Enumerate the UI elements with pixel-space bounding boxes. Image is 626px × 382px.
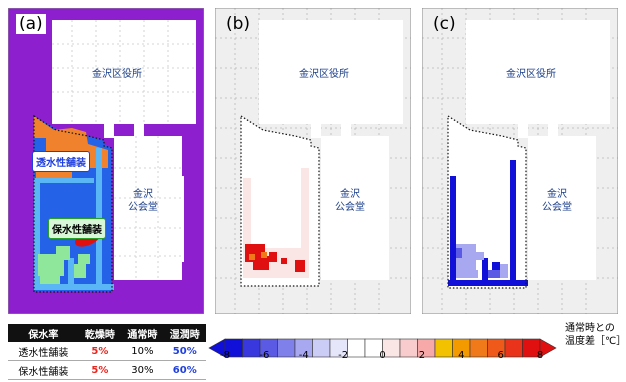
colorbar-title-line: 通常時との	[565, 323, 615, 334]
colorbar-swatch	[469, 338, 488, 358]
temperature-colorbar	[208, 338, 557, 358]
building-label-kanazawa-ward-office: 金沢区役所	[299, 69, 349, 80]
table-cell: 60%	[163, 360, 206, 380]
colorbar-title-line: 温度差［℃］	[565, 336, 626, 347]
colorbar-swatch	[277, 338, 296, 358]
table-header-row: 保水率 乾燥時 通常時 湿潤時	[8, 324, 206, 342]
colorbar-swatch	[312, 338, 331, 358]
retention-rate-table: 保水率 乾燥時 通常時 湿潤時 透水性舗装 5% 10% 50% 保水性舗装 5…	[8, 324, 206, 380]
panel-b-map	[215, 8, 411, 314]
colorbar-tick-label: -8	[220, 350, 230, 361]
panel-c: (c) 金沢区役所 金沢 公会堂	[422, 8, 618, 314]
colorbar-tick-label: -4	[298, 350, 309, 361]
panel-c-map	[422, 8, 618, 314]
colorbar-tick-label: 8	[536, 350, 544, 361]
table-header-cell: 通常時	[121, 324, 164, 342]
table-cell: 10%	[121, 342, 164, 361]
table-row: 保水性舗装 5% 30% 60%	[8, 360, 206, 380]
table-header-cell: 保水率	[8, 324, 79, 342]
colorbar-swatch	[434, 338, 453, 358]
table-cell: 保水性舗装	[8, 360, 79, 380]
table-row: 透水性舗装 5% 10% 50%	[8, 342, 206, 361]
colorbar-title: 通常時との 温度差［℃］	[565, 322, 626, 348]
panel-label: (a)	[16, 14, 46, 34]
table-cell: 5%	[78, 360, 122, 380]
table-header-cell: 乾燥時	[78, 324, 122, 342]
table-cell: 30%	[121, 360, 164, 380]
colorbar-tick-label: 4	[458, 350, 465, 361]
colorbar-tick-label: 0	[379, 350, 386, 361]
panel-a: (a) 金沢区役所 金沢 公会堂 透水性舗装 保水性舗装	[8, 8, 204, 314]
building-label-kanazawa-ward-office: 金沢区役所	[92, 69, 142, 80]
table-cell: 50%	[163, 342, 206, 361]
panel-b: (b) 金沢区役所 金沢 公会堂	[215, 8, 411, 314]
building-label-kanazawa-hall: 金沢 公会堂	[335, 189, 365, 213]
colorbar-max-arrow	[539, 338, 557, 358]
colorbar-tick-label: -6	[259, 350, 270, 361]
colorbar-tick-label: -2	[338, 350, 349, 361]
table-header-cell: 湿潤時	[163, 324, 206, 342]
colorbar-tick-label: 2	[418, 350, 426, 361]
panel-label: (b)	[226, 14, 251, 34]
panel-label: (c)	[433, 14, 456, 34]
building-label-kanazawa-hall: 金沢 公会堂	[128, 189, 158, 213]
table-cell: 5%	[78, 342, 122, 361]
callout-permeable-pavement: 透水性舗装	[32, 151, 90, 172]
table-cell: 透水性舗装	[8, 342, 79, 361]
building-label-kanazawa-hall: 金沢 公会堂	[542, 189, 572, 213]
callout-water-retentive-pavement: 保水性舗装	[48, 218, 106, 239]
colorbar-tick-label: 6	[497, 350, 504, 361]
building-label-kanazawa-ward-office: 金沢区役所	[506, 69, 556, 80]
